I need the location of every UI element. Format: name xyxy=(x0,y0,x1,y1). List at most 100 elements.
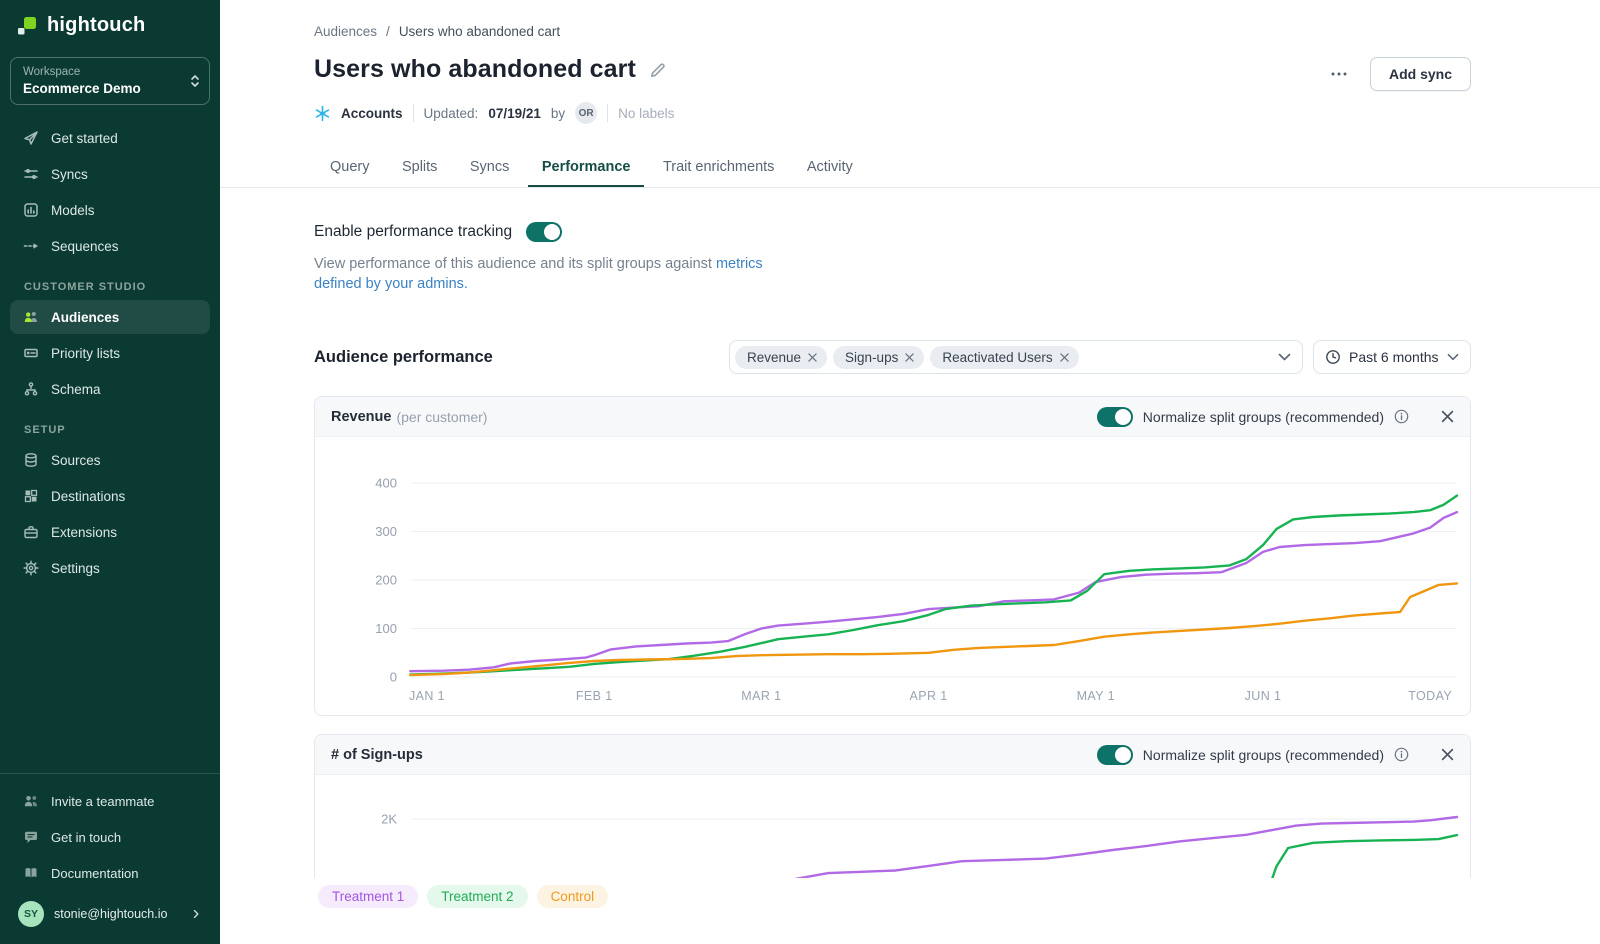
remove-chip-icon[interactable] xyxy=(905,352,915,362)
ellipsis-icon xyxy=(1331,72,1347,76)
revenue-line-chart: 400 300 200 100 0 JAN 1 FEB 1 MAR 1 APR 1 MAY 1 JU… xyxy=(375,476,1459,703)
edit-pencil-icon[interactable] xyxy=(649,61,667,79)
tab-trait-enrichments[interactable]: Trait enrichments xyxy=(662,159,775,175)
labels-placeholder[interactable]: No labels xyxy=(618,105,675,121)
briefcase-icon xyxy=(24,526,38,539)
metric-chip-signups[interactable]: Sign-ups xyxy=(833,345,925,369)
svg-text:400: 400 xyxy=(375,476,397,491)
sidebar-item-get-started[interactable]: Get started xyxy=(10,121,210,155)
sidebar-section-setup: SETUP xyxy=(24,424,66,436)
svg-text:TODAY: TODAY xyxy=(1408,689,1452,703)
grid-icon xyxy=(24,489,38,503)
main-content: Audiences / Users who abandoned cart Use… xyxy=(220,0,1600,944)
close-chart-button[interactable] xyxy=(1441,410,1454,423)
updated-label: Updated: xyxy=(423,105,479,121)
tab-activity[interactable]: Activity xyxy=(806,159,853,175)
sidebar: hightouch Workspace Ecommerce Demo Get s… xyxy=(0,0,220,944)
tab-performance[interactable]: Performance xyxy=(528,150,645,187)
sidebar-item-get-in-touch[interactable]: Get in touch xyxy=(10,820,210,854)
sidebar-section-customer-studio: CUSTOMER STUDIO xyxy=(24,281,147,293)
rocket-icon xyxy=(24,131,38,145)
normalize-label: Normalize split groups (recommended) xyxy=(1142,746,1384,763)
sidebar-item-label: Schema xyxy=(51,381,101,397)
breadcrumb-current: Users who abandoned cart xyxy=(398,24,561,39)
tab-query[interactable]: Query xyxy=(330,159,370,175)
snowflake-icon xyxy=(315,105,330,121)
sidebar-item-destinations[interactable]: Destinations xyxy=(10,479,210,513)
tab-syncs[interactable]: Syncs xyxy=(469,159,510,175)
sidebar-item-label: Get in touch xyxy=(51,829,122,845)
svg-text:JUN 1: JUN 1 xyxy=(1245,689,1282,703)
normalize-label: Normalize split groups (recommended) xyxy=(1142,408,1384,425)
hightouch-logo-icon xyxy=(18,16,36,34)
legend-treatment-2[interactable]: Treatment 2 xyxy=(427,885,528,908)
chart-subtitle: (per customer) xyxy=(396,408,488,425)
performance-description: View performance of this audience and it… xyxy=(314,256,763,292)
info-icon[interactable] xyxy=(1394,409,1409,424)
sidebar-item-sources[interactable]: Sources xyxy=(10,443,210,477)
svg-text:300: 300 xyxy=(375,524,397,539)
sidebar-item-extensions[interactable]: Extensions xyxy=(10,515,210,549)
sidebar-item-sequences[interactable]: Sequences xyxy=(10,229,210,263)
sidebar-item-priority-lists[interactable]: Priority lists xyxy=(10,336,210,370)
divider xyxy=(412,104,414,122)
brand-name: hightouch xyxy=(47,14,146,36)
normalize-toggle[interactable] xyxy=(1096,744,1133,765)
priority-list-icon xyxy=(24,348,38,358)
more-options-button[interactable] xyxy=(1326,67,1352,81)
time-range-value: Past 6 months xyxy=(1349,349,1439,365)
divider xyxy=(607,104,609,122)
sliders-icon xyxy=(24,169,38,179)
metric-select[interactable]: Revenue Sign-ups Reactivated Users xyxy=(729,340,1303,374)
add-sync-button[interactable]: Add sync xyxy=(1369,57,1471,91)
enable-performance-label: Enable performance tracking xyxy=(314,223,513,240)
updated-by-avatar: OR xyxy=(575,102,598,124)
sidebar-item-invite-teammate[interactable]: Invite a teammate xyxy=(10,784,210,818)
sidebar-item-label: Priority lists xyxy=(51,345,121,361)
svg-text:MAR 1: MAR 1 xyxy=(741,689,781,703)
svg-text:MAY 1: MAY 1 xyxy=(1077,689,1115,703)
close-chart-button[interactable] xyxy=(1441,748,1454,761)
user-email: stonie@hightouch.io xyxy=(54,907,168,921)
metrics-admins-link[interactable]: metrics defined by your admins. xyxy=(314,256,763,292)
sidebar-item-settings[interactable]: Settings xyxy=(10,551,210,585)
users-icon xyxy=(24,312,37,322)
sidebar-item-models[interactable]: Models xyxy=(10,193,210,227)
metric-chip-revenue[interactable]: Revenue xyxy=(735,345,828,369)
sidebar-item-label: Audiences xyxy=(51,309,120,325)
sidebar-item-label: Syncs xyxy=(51,166,88,182)
audience-performance-title: Audience performance xyxy=(314,347,493,366)
arrow-flow-icon xyxy=(23,243,38,249)
sidebar-item-audiences[interactable]: Audiences xyxy=(10,300,210,334)
time-range-select[interactable]: Past 6 months xyxy=(1313,340,1471,374)
workspace-selector[interactable]: Workspace Ecommerce Demo xyxy=(10,57,210,105)
user-menu[interactable]: SY stonie@hightouch.io xyxy=(10,894,210,934)
svg-text:0: 0 xyxy=(390,670,397,685)
sidebar-item-documentation[interactable]: Documentation xyxy=(10,856,210,890)
gear-icon xyxy=(23,560,39,576)
breadcrumb-audiences[interactable]: Audiences xyxy=(314,24,378,39)
page-title: Users who abandoned cart xyxy=(314,55,636,83)
updated-date: 07/19/21 xyxy=(488,105,541,121)
by-label: by xyxy=(550,105,566,121)
avatar: SY xyxy=(18,901,44,927)
tree-icon xyxy=(24,382,38,396)
sidebar-item-label: Models xyxy=(51,202,95,218)
workspace-value: Ecommerce Demo xyxy=(23,81,141,96)
sidebar-item-schema[interactable]: Schema xyxy=(10,372,210,406)
audience-meta: Accounts Updated: 07/19/21 by OR No labe… xyxy=(314,102,1471,124)
legend-control[interactable]: Control xyxy=(536,885,609,908)
sidebar-item-syncs[interactable]: Syncs xyxy=(10,157,210,191)
remove-chip-icon[interactable] xyxy=(1059,352,1069,362)
legend-treatment-1[interactable]: Treatment 1 xyxy=(318,885,419,908)
info-icon[interactable] xyxy=(1394,747,1409,762)
svg-text:2K: 2K xyxy=(381,812,397,827)
brand-logo: hightouch xyxy=(0,0,220,47)
metric-chip-reactivated-users[interactable]: Reactivated Users xyxy=(930,345,1079,369)
remove-chip-icon[interactable] xyxy=(808,352,817,362)
sidebar-item-label: Extensions xyxy=(51,524,118,540)
tab-splits[interactable]: Splits xyxy=(401,159,438,175)
normalize-toggle[interactable] xyxy=(1096,406,1133,427)
svg-text:200: 200 xyxy=(375,573,397,588)
enable-performance-toggle[interactable] xyxy=(526,222,563,242)
